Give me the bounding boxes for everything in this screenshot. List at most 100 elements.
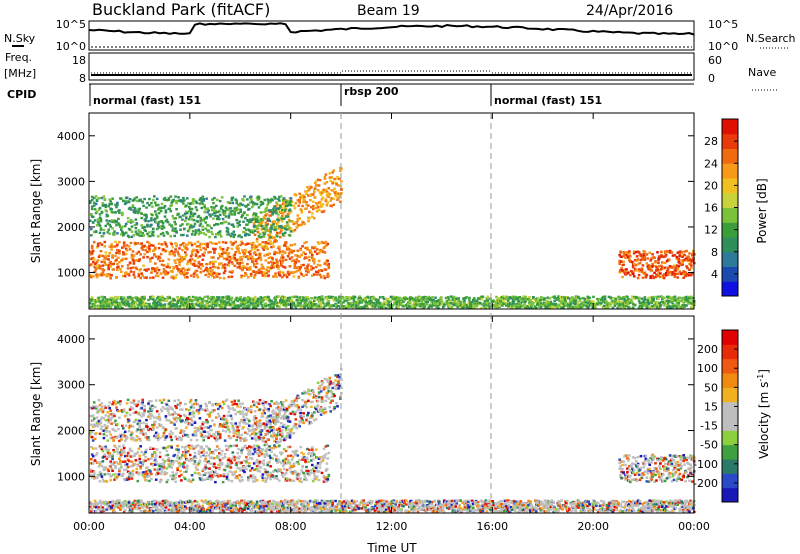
- heatmap-cell: [238, 251, 241, 255]
- heatmap-cell: [310, 268, 313, 271]
- heatmap-cell: [328, 172, 332, 175]
- heatmap-cell: [264, 253, 268, 257]
- heatmap-cell: [134, 209, 138, 213]
- heatmap-cell: [181, 454, 184, 457]
- heatmap-cell: [152, 298, 155, 301]
- heatmap-cell: [234, 470, 237, 473]
- heatmap-cell: [127, 454, 131, 457]
- heatmap-cell: [645, 262, 649, 265]
- heatmap-cell: [682, 301, 685, 304]
- heatmap-cell: [279, 235, 282, 239]
- heatmap-cell: [90, 213, 93, 217]
- heatmap-cell: [290, 306, 294, 309]
- heatmap-cell: [91, 447, 95, 450]
- heatmap-cell: [172, 217, 175, 220]
- heatmap-cell: [286, 202, 290, 205]
- heatmap-cell: [616, 306, 619, 310]
- heatmap-cell: [93, 302, 97, 305]
- heatmap-cell: [196, 444, 200, 447]
- heatmap-cell: [211, 213, 214, 216]
- heatmap-cell: [269, 209, 272, 212]
- heatmap-cell: [260, 270, 264, 274]
- heatmap-cell: [221, 241, 225, 244]
- heatmap-cell: [338, 177, 341, 181]
- heatmap-cell: [256, 220, 260, 223]
- heatmap-cell: [325, 244, 329, 247]
- heatmap-cell: [114, 211, 117, 214]
- heatmap-cell: [220, 302, 224, 306]
- heatmap-cell: [101, 235, 105, 238]
- heatmap-cell: [118, 467, 121, 471]
- heatmap-cell: [133, 306, 137, 310]
- heatmap-cell: [507, 297, 511, 300]
- heatmap-cell: [194, 298, 198, 302]
- heatmap-cell: [363, 306, 366, 309]
- heatmap-cell: [133, 211, 137, 214]
- heatmap-cell: [112, 473, 115, 476]
- heatmap-cell: [136, 211, 140, 215]
- heatmap-cell: [299, 304, 302, 307]
- heatmap-cell: [136, 464, 140, 467]
- heatmap-cell: [564, 302, 567, 305]
- heatmap-cell: [101, 204, 105, 207]
- heatmap-cell: [648, 251, 651, 254]
- heatmap-cell: [622, 263, 625, 266]
- heatmap-cell: [680, 251, 683, 254]
- heatmap-cell: [128, 449, 132, 452]
- heatmap-cell: [158, 455, 162, 459]
- heatmap-cell: [371, 297, 374, 300]
- heatmap-cell: [255, 237, 259, 241]
- heatmap-cell: [692, 257, 695, 260]
- heatmap-cell: [288, 201, 292, 204]
- heatmap-cell: [207, 209, 210, 212]
- heatmap-cell: [163, 198, 167, 201]
- heatmap-cell: [636, 276, 640, 280]
- heatmap-cell: [224, 215, 228, 218]
- heatmap-cell: [188, 215, 192, 218]
- heatmap-cell: [162, 270, 166, 274]
- heatmap-cell: [230, 271, 234, 274]
- heatmap-cell: [193, 259, 197, 262]
- heatmap-cell: [107, 455, 110, 458]
- heatmap-cell: [276, 235, 279, 238]
- heatmap-cell: [208, 213, 211, 216]
- heatmap-cell: [199, 303, 203, 306]
- heatmap-cell: [510, 306, 514, 309]
- heatmap-cell: [281, 271, 285, 274]
- heatmap-cell: [642, 300, 646, 304]
- heatmap-cell: [294, 202, 298, 205]
- heatmap-cell: [683, 253, 686, 257]
- heatmap-cell: [181, 218, 184, 221]
- heatmap-cell: [471, 301, 474, 304]
- heatmap-cell: [328, 306, 332, 309]
- heatmap-cell: [633, 267, 637, 271]
- heatmap-cell: [333, 187, 336, 190]
- heatmap-cell: [130, 301, 134, 305]
- heatmap-cell: [410, 304, 414, 307]
- heatmap-cell: [211, 269, 214, 272]
- heatmap-cell: [680, 259, 683, 262]
- heatmap-cell: [233, 258, 237, 262]
- heatmap-cell: [166, 232, 170, 235]
- heatmap-cell: [228, 464, 232, 468]
- heatmap-cell: [333, 177, 336, 181]
- heatmap-cell: [110, 462, 113, 465]
- heatmap-cell: [256, 299, 260, 302]
- heatmap-cell: [337, 304, 340, 308]
- heatmap-cell: [136, 242, 140, 245]
- heatmap-cell: [319, 250, 323, 253]
- heatmap-cell: [199, 267, 203, 270]
- heatmap-cell: [162, 268, 166, 271]
- heatmap-cell: [248, 207, 251, 211]
- heatmap-cell: [134, 301, 138, 305]
- heatmap-cell: [311, 215, 314, 218]
- heatmap-cell: [179, 224, 182, 227]
- heatmap-cell: [123, 301, 127, 304]
- heatmap-cell: [187, 478, 191, 481]
- heatmap-cell: [251, 217, 255, 220]
- heatmap-cell: [420, 300, 424, 304]
- heatmap-cell: [556, 306, 559, 310]
- heatmap-cell: [305, 207, 308, 210]
- heatmap-cell: [237, 460, 240, 464]
